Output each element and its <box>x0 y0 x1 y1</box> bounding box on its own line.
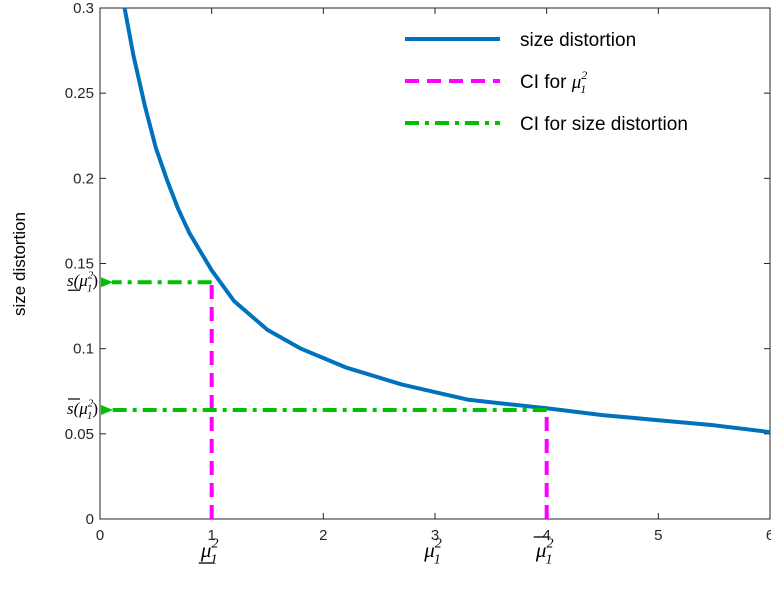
series-layer <box>101 7 771 519</box>
annotation-label: μ2 1 <box>423 537 442 568</box>
x-tick-label: 2 <box>319 527 327 544</box>
annotation-layer: μ2 1 μ2 1 μ2 1 s(μ2 1) s(μ2 1) <box>67 270 553 568</box>
x-tick-label: 3 <box>431 527 439 544</box>
y-axis-label: size distortion <box>10 212 29 316</box>
legend: size distortion CI for μ2 1 CI for size dis… <box>405 30 688 135</box>
legend-entry: CI for size distortion <box>520 114 688 135</box>
annotation-label: μ2 1 <box>200 537 219 568</box>
annotation-text: s(μ2 1) <box>67 270 98 295</box>
legend-entry: CI for μ2 1 <box>520 68 587 96</box>
x-tick-label: 6 <box>766 527 771 544</box>
x-tick-label: 1 <box>207 527 215 544</box>
annotation-text: μ2 1 <box>200 537 219 568</box>
y-tick-label: 0.05 <box>65 426 94 443</box>
y-tick-label: 0.3 <box>73 0 94 17</box>
series-line-size-distortion <box>122 7 771 435</box>
y-tick-label: 0.15 <box>65 256 94 273</box>
annotation-text: s(μ2 1) <box>67 397 98 422</box>
y-tick-label: 0.1 <box>73 341 94 358</box>
x-tick-label: 4 <box>542 527 550 544</box>
axes: 0 1 2 3 4 5 6 0 0.05 0.1 0.15 0.2 0.25 0.3 <box>65 0 771 544</box>
annotation-text: μ2 1 <box>423 537 442 568</box>
x-tick-label: 5 <box>654 527 662 544</box>
annotation-label: s(μ2 1) <box>67 397 98 422</box>
y-tick-label: 0.25 <box>65 85 94 102</box>
annotation-text: μ2 1 <box>535 537 554 568</box>
x-tick-label: 0 <box>96 527 104 544</box>
y-tick-label: 0 <box>86 511 94 528</box>
legend-entry: size distortion <box>520 30 636 51</box>
plot-area <box>100 8 770 519</box>
annotation-label: s(μ2 1) <box>67 270 98 295</box>
y-tick-label: 0.2 <box>73 170 94 187</box>
annotation-label: μ2 1 <box>535 537 554 568</box>
